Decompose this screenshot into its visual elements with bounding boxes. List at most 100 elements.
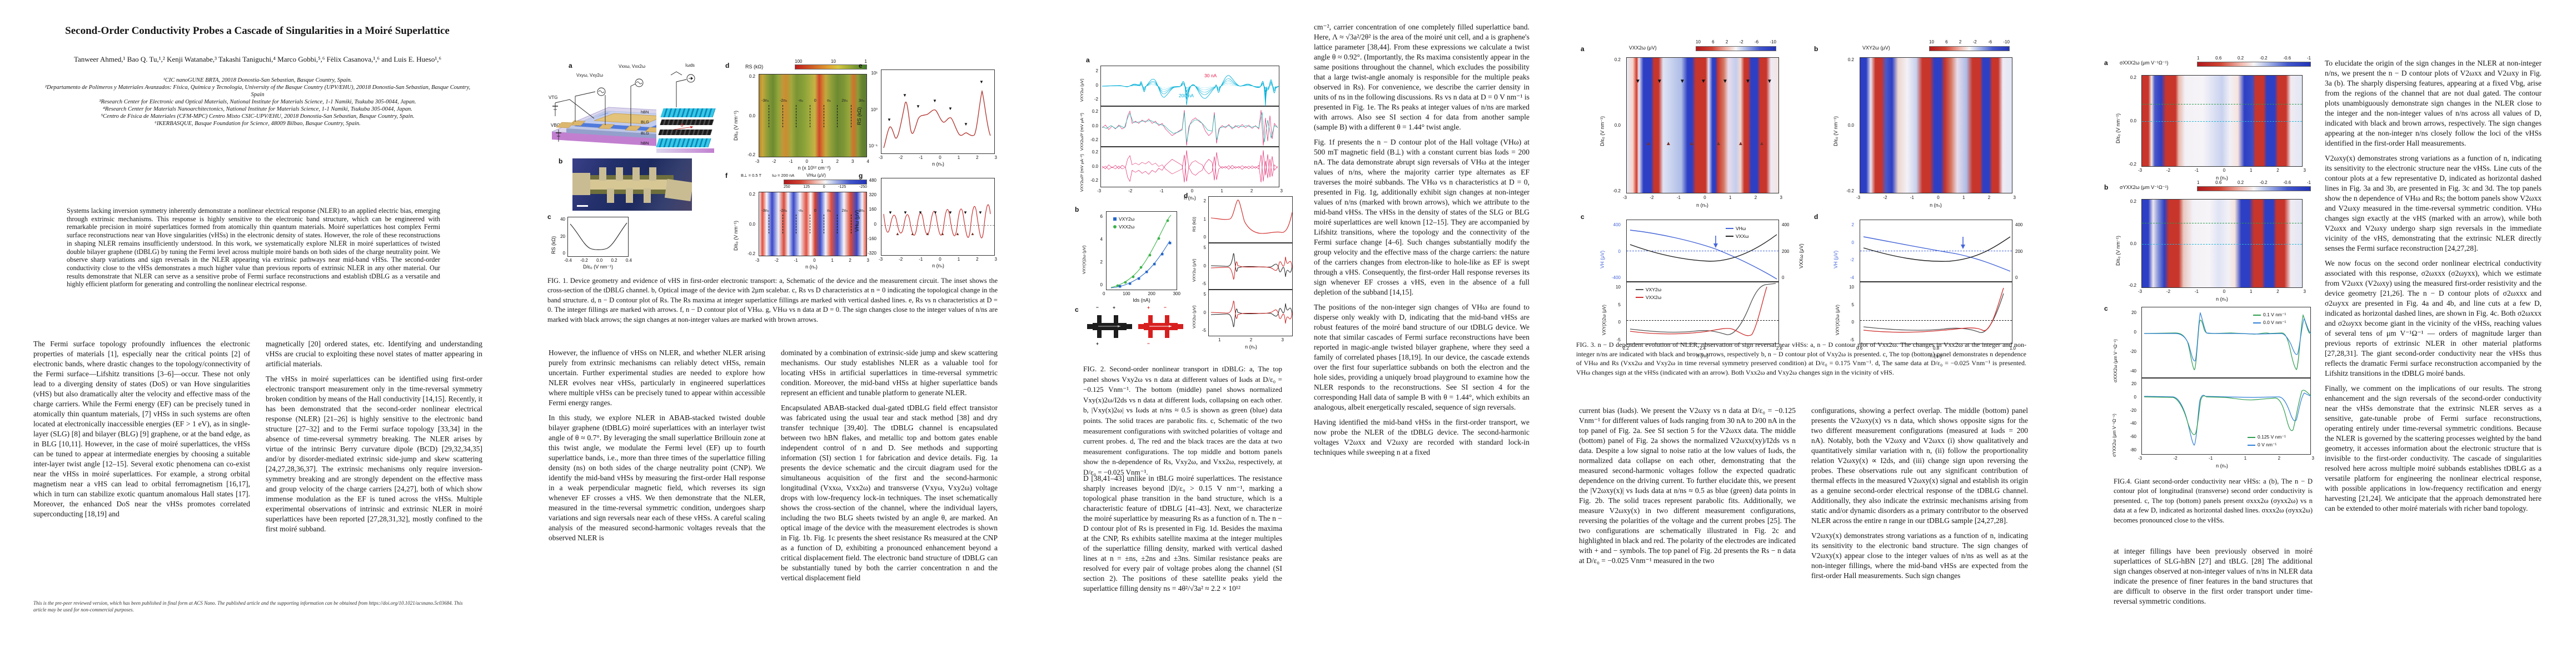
electrode-pad bbox=[664, 178, 692, 202]
tick-label: -0.2 bbox=[1090, 178, 1098, 183]
tick-label: 1 bbox=[1729, 195, 1732, 200]
y-axis-label: D/ε₀ (V nm⁻¹) bbox=[733, 221, 739, 251]
down-arrow-icon bbox=[1680, 79, 1685, 84]
plot-v2w-vs-ids: VXY2ω VXX2ω bbox=[1106, 211, 1177, 290]
tick-label: 2 bbox=[1851, 222, 1854, 227]
green-circle-icon bbox=[1113, 225, 1117, 228]
tick-label: 5 bbox=[1203, 245, 1206, 250]
paragraph: Encapsulated ABAB-stacked dual-gated tDB… bbox=[781, 404, 998, 582]
y-ticks: 5 0 -5 bbox=[1198, 292, 1206, 333]
tick-label: -2nₛ bbox=[779, 208, 788, 213]
tick-label: 1 bbox=[821, 159, 824, 164]
figure-3-caption: FIG. 3. n − D dependent evolution of NLE… bbox=[1576, 341, 2026, 376]
y-ticks: 40 20 0 bbox=[556, 217, 565, 256]
up-arrow-icon bbox=[910, 232, 915, 236]
tick-label: -0.2 bbox=[1090, 137, 1098, 142]
panel-label-g: g bbox=[859, 172, 863, 180]
body-column: However, the influence of vHSs on NLER, … bbox=[549, 348, 765, 637]
tick-label: 3 bbox=[851, 159, 854, 164]
scalebar bbox=[577, 205, 588, 207]
panel-label-c: c bbox=[1581, 213, 1585, 221]
linecut-line-cyan bbox=[2142, 244, 2302, 245]
polarity-sign: + bbox=[1096, 341, 1099, 346]
legend-item: VHω bbox=[1726, 226, 1746, 231]
plot-rs-vs-n bbox=[881, 69, 995, 154]
tick-label: 10 bbox=[831, 59, 836, 64]
tick-label: 0 bbox=[1851, 240, 1854, 245]
colorbar-title: σXXX2ω (μm V⁻¹Ω⁻¹) bbox=[2120, 60, 2169, 66]
tick-label: 0.0 bbox=[1847, 123, 1854, 128]
tick-label: 0.0 bbox=[749, 113, 755, 118]
twist-angle-label: θ bbox=[681, 123, 684, 128]
tick-label: 0 bbox=[1782, 275, 1785, 280]
tick-label: 0.6 bbox=[1856, 346, 1863, 351]
down-arrow-icon bbox=[1722, 79, 1728, 84]
tick-label: -2 bbox=[2166, 168, 2171, 173]
down-arrow-icon bbox=[964, 122, 968, 127]
tick-label: -125 bbox=[838, 185, 846, 189]
tick-label: 2 bbox=[1987, 195, 1991, 200]
tick-label: -2 bbox=[1650, 195, 1654, 200]
down-arrow-icon bbox=[916, 104, 920, 109]
tick-label: 200 bbox=[1782, 248, 1790, 254]
page-4: a VXX2ω (μV) 10 6 2 -2 -6 -10 0.2 0.0 -0.2 D/ε₀… bbox=[1546, 0, 2061, 667]
tick-label: 3 bbox=[1280, 188, 1283, 193]
bottom-gate-label: VBG bbox=[551, 123, 560, 128]
panel-label-b: b bbox=[1075, 206, 1079, 213]
x-ticks: -3 -2 -1 0 1 2 3 bbox=[1623, 195, 1782, 200]
tick-label: 400 bbox=[1613, 222, 1621, 227]
current-200na-label: 200 nA bbox=[1179, 93, 1194, 98]
blue-line-icon bbox=[1726, 228, 1733, 229]
tick-label: -3 bbox=[879, 155, 883, 160]
colorbar-ticks: 1 0.6 0.2 -0.2 -0.6 -1 bbox=[2197, 56, 2311, 61]
y-ticks: 0.2 0.0 -0.2 bbox=[743, 74, 755, 157]
y-ticks: 0.2 0.0 -0.2 bbox=[1608, 57, 1621, 193]
x-ticks: -0.4 -0.2 0.0 0.2 0.4 bbox=[564, 258, 632, 263]
down-arrow-icon bbox=[963, 211, 968, 215]
electrode-stub bbox=[616, 167, 623, 181]
panel-label-c: c bbox=[2104, 305, 2108, 312]
x-ticks: -3 -2 -1 0 1 2 3 bbox=[1097, 188, 1283, 193]
y-axis-label: D/ε₀ (V nm⁻¹) bbox=[1833, 116, 1838, 146]
y-ticks: 2 0 -2 bbox=[1089, 68, 1098, 102]
tick-label: -2 bbox=[1972, 39, 1977, 44]
tick-label: 40 bbox=[560, 217, 565, 222]
tick-label: -2 bbox=[899, 257, 903, 262]
tick-label: 0 bbox=[823, 185, 825, 189]
affiliation-line: ²Departamento de Polímeros y Materiales … bbox=[44, 84, 471, 98]
top-gate-label: VTG bbox=[549, 95, 558, 100]
blue-line-icon bbox=[2253, 322, 2261, 323]
substrate-slab bbox=[656, 148, 714, 153]
tick-label: 0 bbox=[1203, 310, 1206, 315]
figure-2: a VXY2ω (μV) 2 0 -2 30 nA 200 nA VXX2ω/I² … bbox=[1075, 25, 1303, 359]
tick-label: 1 bbox=[2250, 168, 2253, 173]
tick-label: 0.2 bbox=[2237, 56, 2244, 61]
up-arrow-icon bbox=[1738, 141, 1743, 147]
authors-line: Tanweer Ahmed,¹ Bao Q. Tu,¹,² Kenji Wata… bbox=[73, 55, 442, 63]
plot-vh-rs-d bbox=[1860, 220, 2012, 282]
y-ticks: 0.2 0.0 -0.2 bbox=[743, 192, 755, 256]
tick-label: 2nₛ bbox=[841, 208, 848, 213]
down-arrow-icon bbox=[948, 211, 953, 215]
tick-label: -0.2 bbox=[2259, 180, 2268, 185]
tick-label: 1 bbox=[1203, 216, 1206, 222]
twist-angle-arrow bbox=[674, 126, 694, 130]
colormap-vh: -3nₛ -2nₛ -nₛ 0 nₛ 2nₛ 3nₛ bbox=[759, 192, 867, 256]
y-axis-label: VXX2ω (μV) bbox=[1192, 305, 1197, 328]
colorbar bbox=[2197, 186, 2311, 191]
up-arrow-icon bbox=[1689, 141, 1695, 147]
y-ticks: 2 1 0 bbox=[1199, 198, 1206, 240]
tick-label: 1 bbox=[831, 258, 834, 263]
plot-vxy2w: 30 nA 200 nA bbox=[1100, 66, 1279, 107]
tick-label: -5 bbox=[1202, 328, 1206, 333]
up-arrow-icon bbox=[970, 232, 975, 236]
page-3: a VXY2ω (μV) 2 0 -2 30 nA 200 nA VXX2ω/I² … bbox=[1030, 0, 1546, 667]
tick-label: 0 bbox=[874, 221, 876, 227]
tick-label: -1 bbox=[1676, 195, 1681, 200]
y-ticks-right: 400 200 0 bbox=[2015, 222, 2026, 280]
legend-item: VXY2ω bbox=[1636, 287, 1661, 292]
tick-label: -nₛ bbox=[798, 208, 804, 213]
tick-label: -0.2 bbox=[1613, 188, 1621, 193]
x-ticks: 0 100 200 300 bbox=[1103, 291, 1180, 296]
electrode-pad bbox=[572, 173, 590, 195]
